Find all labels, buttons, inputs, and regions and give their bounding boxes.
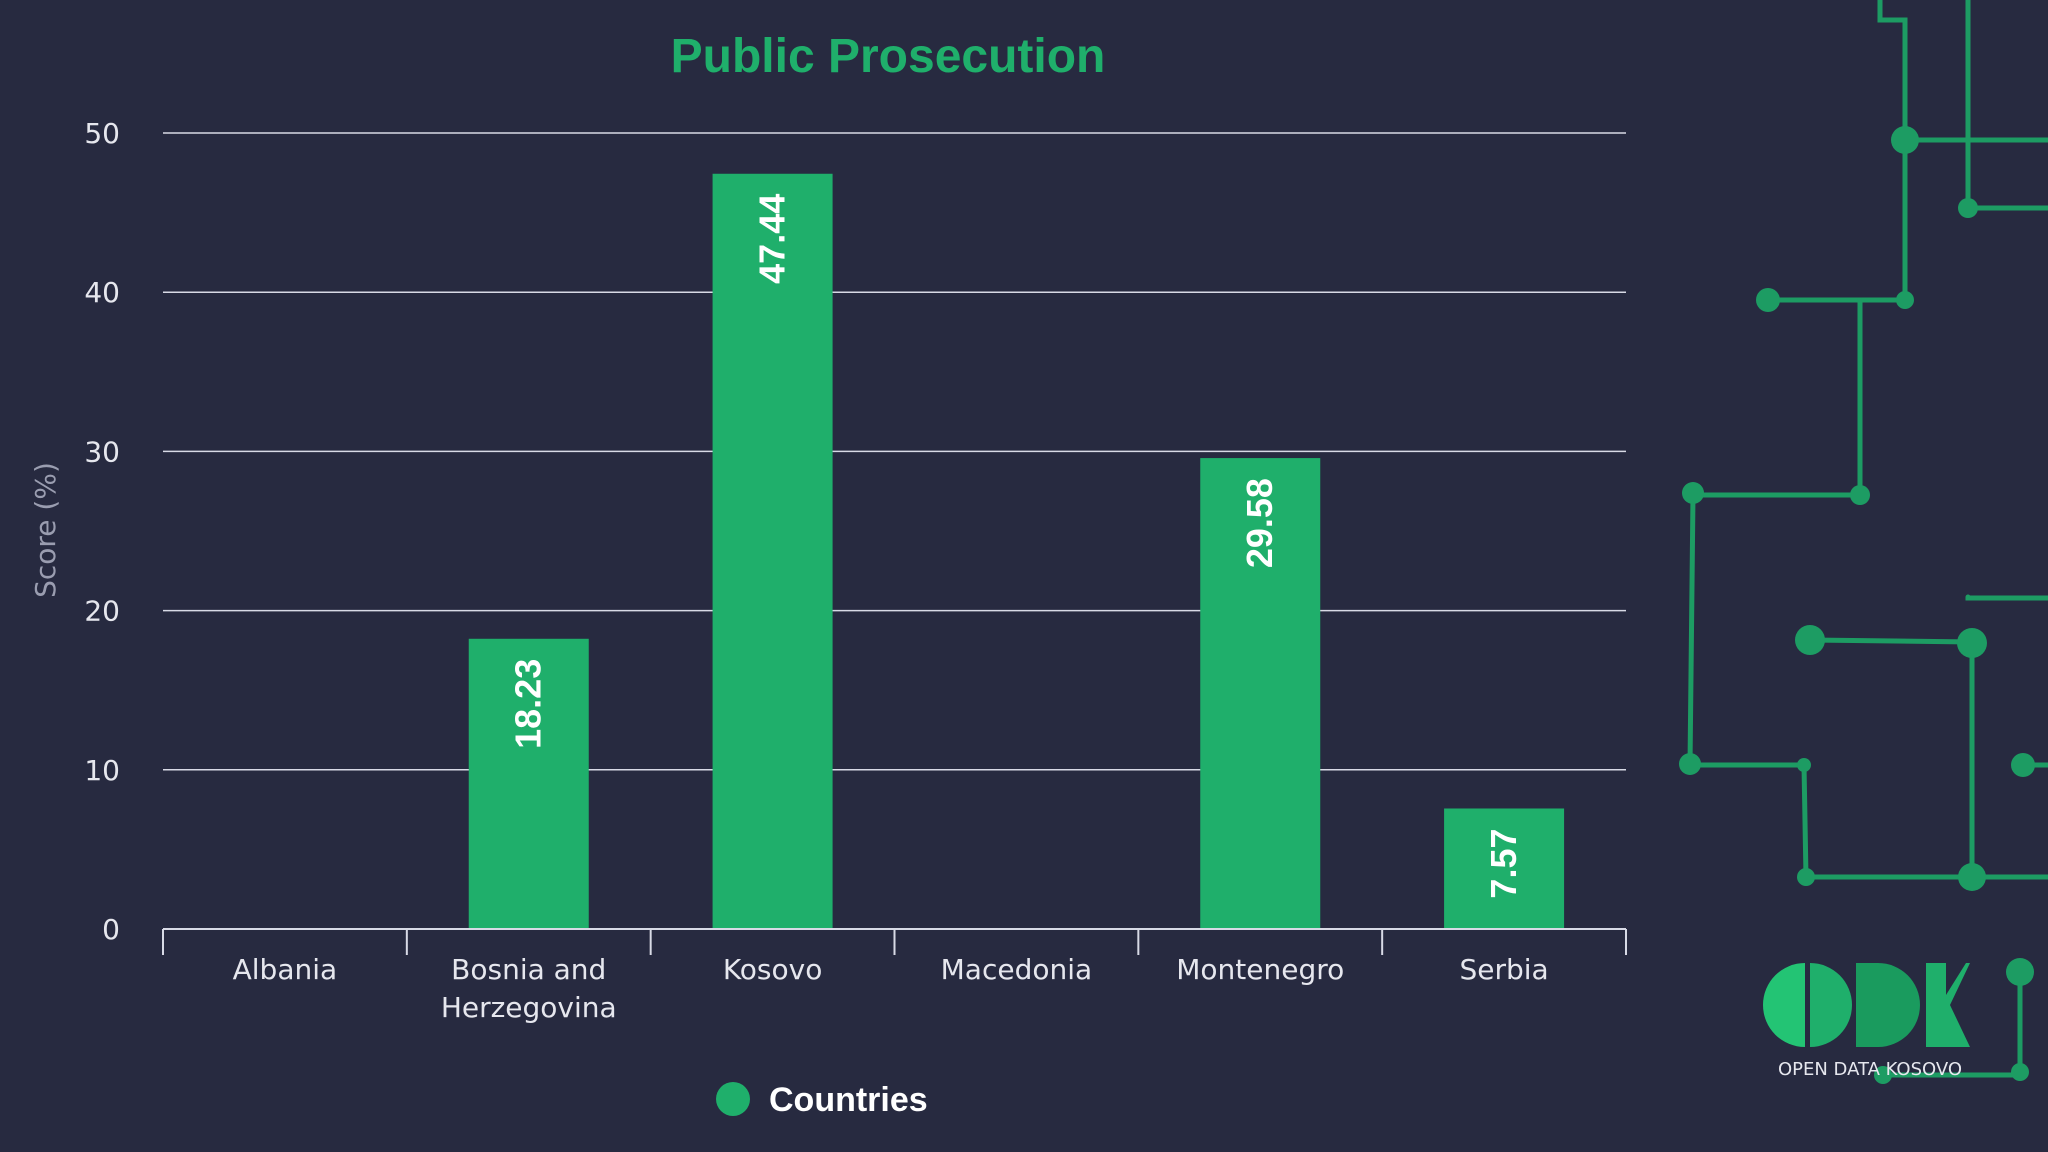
x-tick-label: Serbia — [1459, 953, 1548, 986]
circuit-node — [1797, 758, 1811, 772]
y-tick-label: 30 — [84, 435, 120, 468]
bar-data-label: 7.57 — [1483, 828, 1524, 898]
gridlines — [163, 132, 1626, 771]
circuit-node — [1874, 1066, 1892, 1084]
circuit-node — [1850, 485, 1870, 505]
x-tick-label: Albania — [233, 953, 338, 986]
y-axis-ticks: 0 10 20 30 40 50 — [84, 117, 120, 946]
circuit-trace — [1965, 0, 2048, 211]
logo-o-left — [1763, 963, 1805, 1047]
bar-data-label: 47.44 — [752, 194, 793, 284]
circuit-node — [1795, 625, 1825, 655]
y-tick-label: 20 — [84, 595, 120, 628]
y-axis-label: Score (%) — [29, 462, 62, 598]
logo-d — [1856, 963, 1920, 1047]
x-tick-label: Bosnia and Herzegovina — [441, 953, 617, 1024]
legend[interactable]: Countries — [716, 1081, 928, 1119]
brand-text: OPEN DATA KOSOVO — [1778, 1059, 1962, 1080]
x-tick-label: Macedonia — [941, 953, 1093, 986]
circuit-node — [1756, 288, 1780, 312]
bar-data-label: 18.23 — [508, 659, 549, 749]
bars: 18.23 47.44 29.58 7.57 — [468, 173, 1565, 930]
circuit-node — [1891, 126, 1919, 154]
odk-logo: OPEN DATA KOSOVO — [1763, 963, 1970, 1080]
chart-title: Public Prosecution — [671, 30, 1106, 83]
circuit-node — [1958, 863, 1986, 891]
circuit-trace — [1807, 637, 1975, 880]
x-tick-label: Kosovo — [723, 953, 823, 986]
x-axis: Albania Bosnia and Herzegovina Kosovo Macedo… — [162, 928, 1627, 1024]
legend-label: Countries — [769, 1081, 928, 1119]
circuit-trace — [1765, 137, 1908, 303]
y-tick-label: 40 — [84, 276, 120, 309]
circuit-decoration — [1679, 0, 2048, 1084]
y-tick-label: 10 — [84, 754, 120, 787]
circuit-node — [1797, 868, 1815, 886]
logo-o-right — [1810, 963, 1852, 1047]
bar — [468, 638, 589, 929]
circuit-node — [2011, 1063, 2029, 1081]
bar — [712, 173, 833, 930]
x-tick-label: Montenegro — [1176, 953, 1344, 986]
bar — [1444, 808, 1565, 929]
circuit-trace — [1687, 297, 2048, 880]
bar — [1200, 458, 1321, 929]
circuit-node — [2006, 958, 2034, 986]
circuit-node — [1682, 482, 1704, 504]
odk-logo-icon — [1763, 963, 1970, 1047]
y-tick-label: 50 — [84, 117, 120, 150]
circuit-node — [1679, 753, 1701, 775]
circuit-node — [1896, 291, 1914, 309]
logo-k — [1926, 963, 1970, 1047]
circuit-trace — [1965, 594, 2048, 601]
legend-marker — [716, 1082, 750, 1116]
circuit-node — [2011, 753, 2035, 777]
circuit-trace — [1877, 0, 2048, 143]
circuit-node — [1957, 628, 1987, 658]
circuit-node — [1958, 198, 1978, 218]
y-tick-label: 0 — [102, 913, 120, 946]
bar-data-label: 29.58 — [1239, 478, 1280, 568]
